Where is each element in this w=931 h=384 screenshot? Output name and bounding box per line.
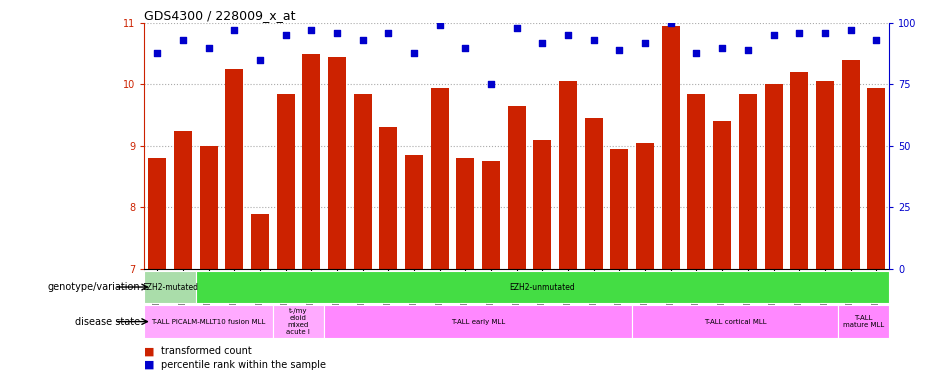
- Point: [175, 37, 190, 43]
- Bar: [431, 88, 449, 269]
- Point: [535, 40, 550, 46]
- Bar: [764, 84, 783, 269]
- Bar: [868, 88, 885, 269]
- Point: [483, 81, 498, 88]
- Text: genotype/variation: genotype/variation: [47, 282, 140, 292]
- Point: [278, 32, 293, 38]
- Point: [150, 50, 165, 56]
- Point: [664, 20, 679, 26]
- Bar: [632, 305, 838, 338]
- Bar: [405, 155, 423, 269]
- Text: T-ALL early MLL: T-ALL early MLL: [451, 319, 506, 324]
- Bar: [662, 26, 680, 269]
- Point: [869, 37, 884, 43]
- Text: ■: ■: [144, 346, 155, 356]
- Text: T-ALL
mature MLL: T-ALL mature MLL: [843, 315, 884, 328]
- Bar: [585, 118, 602, 269]
- Point: [715, 45, 730, 51]
- Point: [227, 27, 242, 33]
- Bar: [303, 54, 320, 269]
- Bar: [560, 81, 577, 269]
- Point: [330, 30, 344, 36]
- Bar: [328, 57, 346, 269]
- Bar: [324, 305, 632, 338]
- Bar: [507, 106, 526, 269]
- Text: t-/my
eloid
mixed
acute l: t-/my eloid mixed acute l: [287, 308, 310, 335]
- Point: [304, 27, 318, 33]
- Bar: [739, 94, 757, 269]
- Point: [509, 25, 524, 31]
- Bar: [277, 94, 294, 269]
- Bar: [611, 149, 628, 269]
- Bar: [636, 143, 654, 269]
- Bar: [713, 121, 731, 269]
- Bar: [199, 146, 218, 269]
- Text: T-ALL cortical MLL: T-ALL cortical MLL: [704, 319, 766, 324]
- Bar: [790, 72, 808, 269]
- Bar: [174, 131, 192, 269]
- Bar: [533, 140, 551, 269]
- Text: EZH2-unmutated: EZH2-unmutated: [509, 283, 575, 291]
- Text: EZH2-mutated: EZH2-mutated: [142, 283, 198, 291]
- Point: [432, 22, 447, 28]
- Point: [791, 30, 806, 36]
- Bar: [379, 127, 398, 269]
- Point: [355, 37, 370, 43]
- Text: transformed count: transformed count: [161, 346, 251, 356]
- Point: [843, 27, 858, 33]
- Point: [689, 50, 704, 56]
- Bar: [687, 94, 706, 269]
- Bar: [482, 161, 500, 269]
- Bar: [838, 305, 889, 338]
- Bar: [842, 60, 859, 269]
- Text: disease state: disease state: [74, 316, 140, 327]
- Bar: [273, 305, 324, 338]
- Bar: [144, 305, 273, 338]
- Bar: [250, 214, 269, 269]
- Point: [252, 57, 267, 63]
- Text: GDS4300 / 228009_x_at: GDS4300 / 228009_x_at: [144, 9, 296, 22]
- Point: [560, 32, 575, 38]
- Text: ■: ■: [144, 360, 155, 370]
- Point: [638, 40, 653, 46]
- Bar: [148, 158, 166, 269]
- Bar: [354, 94, 371, 269]
- Text: percentile rank within the sample: percentile rank within the sample: [161, 360, 326, 370]
- Point: [740, 47, 755, 53]
- Text: T-ALL PICALM-MLLT10 fusion MLL: T-ALL PICALM-MLLT10 fusion MLL: [152, 319, 265, 324]
- Point: [766, 32, 781, 38]
- Bar: [225, 69, 243, 269]
- Point: [201, 45, 216, 51]
- Point: [612, 47, 627, 53]
- Point: [407, 50, 422, 56]
- Point: [817, 30, 832, 36]
- Bar: [456, 158, 474, 269]
- Bar: [144, 271, 196, 303]
- Point: [381, 30, 396, 36]
- Point: [458, 45, 473, 51]
- Point: [587, 37, 601, 43]
- Bar: [816, 81, 834, 269]
